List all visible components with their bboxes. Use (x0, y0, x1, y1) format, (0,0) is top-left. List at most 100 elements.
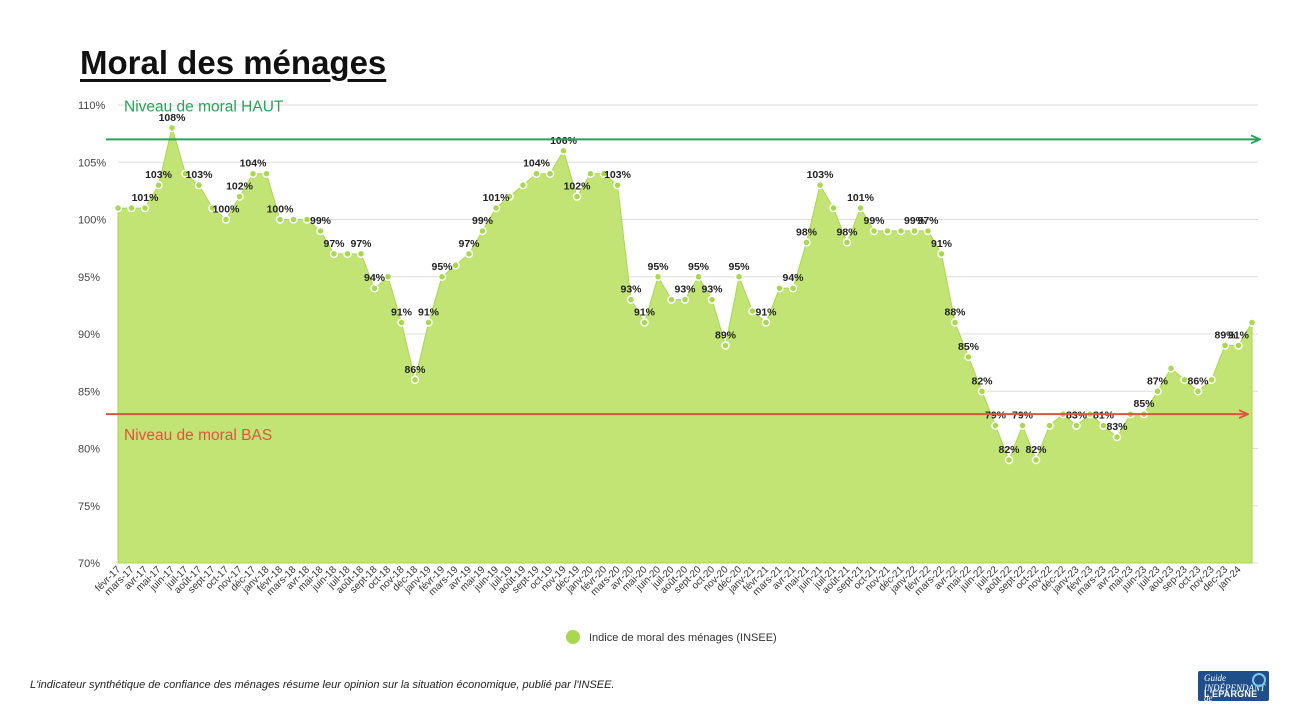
data-label: 104% (240, 158, 268, 170)
data-point (505, 192, 514, 201)
data-label: 97% (323, 238, 345, 250)
data-point (1166, 364, 1176, 373)
data-point (667, 295, 676, 304)
data-point (1045, 421, 1054, 430)
data-label: 95% (728, 261, 750, 273)
data-point (1153, 387, 1162, 396)
data-label: 103% (604, 169, 632, 181)
data-point (869, 226, 879, 236)
data-point (532, 169, 541, 178)
legend-marker (566, 630, 580, 644)
y-tick-label: 110% (78, 100, 106, 112)
data-label: 100% (213, 204, 241, 216)
data-point (734, 272, 744, 281)
data-label: 98% (836, 226, 858, 238)
annotation-label: Niveau de moral BAS (124, 427, 272, 444)
data-point (221, 215, 231, 224)
logo-line2: L'ÉPARGNE (1204, 689, 1258, 699)
data-point (977, 387, 987, 396)
y-tick-label: 105% (78, 157, 106, 169)
data-point (950, 318, 960, 327)
data-point (1099, 421, 1108, 430)
data-point (1004, 455, 1014, 465)
area-series (117, 125, 1253, 564)
data-point (586, 169, 595, 178)
data-label: 91% (391, 307, 413, 319)
y-tick-label: 95% (78, 272, 100, 284)
data-point (923, 226, 933, 236)
caption: L'indicateur synthétique de confiance de… (30, 679, 615, 691)
data-point (154, 180, 163, 190)
y-tick-label: 90% (78, 329, 100, 341)
data-label: 91% (418, 307, 440, 319)
data-point (127, 203, 136, 213)
data-label: 104% (523, 158, 551, 170)
data-point (1112, 432, 1122, 442)
data-label: 88% (944, 307, 966, 319)
data-point (343, 249, 352, 259)
data-label: 83% (1106, 421, 1128, 433)
data-point (194, 180, 204, 190)
data-point (653, 272, 663, 281)
data-point (1193, 387, 1203, 396)
data-point (356, 249, 366, 259)
data-point (856, 203, 865, 213)
annotation-label: Niveau de moral HAUT (124, 98, 284, 115)
y-tick-label: 100% (78, 215, 106, 227)
data-point (599, 169, 609, 178)
data-label: 103% (186, 169, 214, 181)
data-point (451, 261, 460, 270)
data-point (694, 272, 703, 281)
data-point (721, 341, 730, 350)
legend-label: Indice de moral des ménages (INSEE) (589, 632, 777, 644)
data-label: 97% (917, 215, 939, 227)
data-point (1220, 341, 1230, 350)
data-point (329, 249, 339, 259)
data-point (302, 215, 312, 224)
data-label: 85% (1133, 398, 1155, 410)
data-label: 102% (226, 181, 254, 193)
data-point (640, 318, 649, 327)
data-label: 83% (1066, 410, 1088, 422)
data-label: 99% (310, 215, 332, 227)
data-point (1234, 341, 1243, 350)
data-label: 95% (647, 261, 669, 273)
data-label: 98% (796, 226, 818, 238)
data-label: 108% (159, 112, 187, 124)
data-point (113, 203, 123, 213)
data-label: 103% (807, 169, 835, 181)
data-point (289, 215, 298, 224)
data-point (167, 123, 177, 133)
data-point (545, 169, 555, 178)
y-tick-label: 75% (78, 501, 100, 513)
data-point (964, 352, 973, 362)
data-label: 89% (715, 329, 737, 341)
data-point (842, 238, 852, 247)
data-label: 81% (1093, 410, 1115, 422)
data-label: 82% (1025, 444, 1047, 456)
data-point (896, 226, 906, 236)
data-label: 100% (267, 204, 295, 216)
data-label: 106% (550, 135, 578, 147)
data-point (775, 283, 784, 293)
data-label: 101% (847, 192, 875, 204)
data-point (883, 226, 892, 236)
data-point (397, 318, 406, 327)
data-label: 97% (458, 238, 480, 250)
data-label: 95% (688, 261, 710, 273)
legend: Indice de moral des ménages (INSEE) (566, 630, 777, 644)
y-tick-label: 80% (78, 444, 100, 456)
data-label: 91% (755, 307, 777, 319)
data-label: 91% (634, 307, 656, 319)
data-point (383, 272, 393, 281)
y-tick-label: 70% (78, 558, 100, 570)
data-point (748, 306, 757, 316)
data-point (802, 238, 811, 247)
data-label: 79% (985, 410, 1007, 422)
data-label: 101% (132, 192, 160, 204)
data-point (1072, 421, 1081, 430)
data-point (140, 203, 150, 213)
data-point (707, 295, 717, 304)
data-point (235, 192, 244, 201)
